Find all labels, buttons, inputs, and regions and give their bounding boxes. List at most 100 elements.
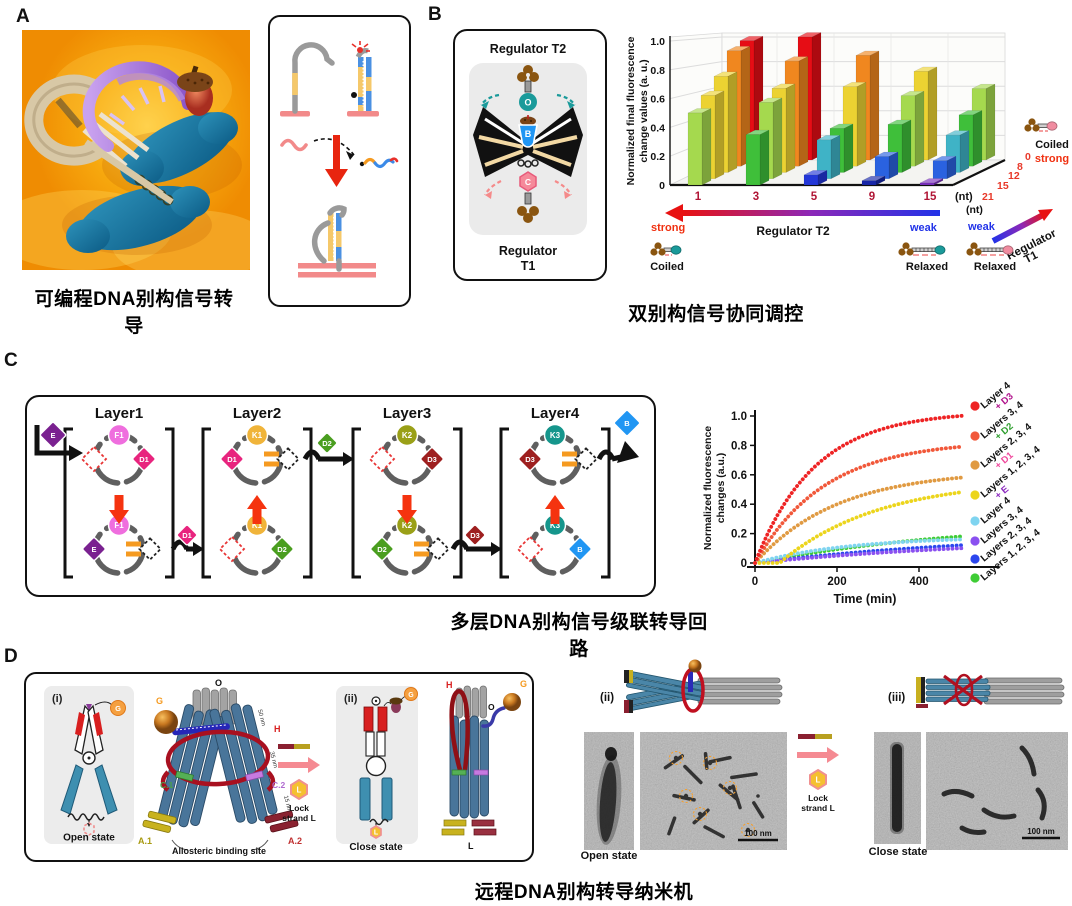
tem-open-field: 100 nm [640, 732, 787, 850]
lock-label-2: strand L [282, 813, 316, 823]
scale-bar-open: 100 nm [744, 829, 772, 838]
svg-text:strong: strong [651, 222, 685, 234]
lock-label-2: strand L [801, 803, 835, 813]
svg-text:strong: strong [1035, 153, 1069, 165]
svg-text:F1: F1 [114, 521, 124, 530]
species-diamond-d2: D2 [370, 537, 394, 561]
node-b: B [525, 129, 532, 139]
burst-icon [351, 41, 370, 52]
species-diamond-d3: D3 [464, 524, 486, 546]
panel-c-letter: C [4, 350, 18, 371]
svg-text:changes (a.u.): changes (a.u.) [715, 453, 727, 524]
node-o: O [524, 98, 531, 108]
svg-text:3: 3 [753, 191, 759, 203]
a1-label: A.1 [138, 836, 152, 846]
panel-b-letter: B [428, 4, 442, 25]
svg-text:15: 15 [924, 191, 937, 203]
svg-text:0: 0 [741, 558, 747, 570]
svg-text:15: 15 [997, 180, 1009, 192]
sub-ii-label-box: (ii) [344, 693, 358, 705]
svg-text:B: B [577, 545, 583, 554]
g-label: G [115, 704, 121, 713]
legend-dot [970, 536, 980, 546]
species-diamond-e: E [82, 537, 106, 561]
svg-text:Relaxed: Relaxed [974, 261, 1016, 273]
close-state-label-box: Close state [349, 842, 403, 853]
lock-label-1: Lock [808, 793, 828, 803]
svg-text:0.6: 0.6 [731, 470, 747, 482]
panel-a-illustration [22, 30, 250, 270]
svg-text:8: 8 [1017, 161, 1023, 173]
node-c: C [525, 177, 531, 187]
svg-text:B: B [624, 419, 630, 428]
open-state-label: Open state [63, 833, 115, 844]
svg-text:12: 12 [1008, 170, 1020, 182]
svg-text:9: 9 [869, 191, 875, 203]
cascade-circuit-box: Layer1 F1 D1 F1 E Layer2 K1 D1 K1 D2 Layer3 K2 D3 K2 D… [25, 395, 656, 597]
open-model-side [624, 659, 783, 713]
c2-label: C.2 [272, 780, 286, 790]
sub-ii-label-tem: (ii) [600, 692, 615, 704]
species-diamond-d2: D2 [270, 537, 294, 561]
svg-text:D1: D1 [227, 455, 237, 464]
regulator-t2-label: Regulator T2 [490, 42, 566, 56]
species-diamond-b: B [568, 537, 592, 561]
close-state-label-tem: Close state [868, 846, 928, 858]
svg-text:Regulator T2: Regulator T2 [756, 224, 830, 238]
svg-text:Coiled: Coiled [650, 261, 684, 273]
species-diamond-d1: D1 [132, 447, 156, 471]
svg-text:0.4: 0.4 [650, 122, 665, 134]
regulator-t1-label-2: T1 [521, 259, 536, 273]
svg-text:5: 5 [811, 191, 818, 203]
svg-text:0.2: 0.2 [731, 529, 747, 541]
svg-text:E: E [50, 431, 55, 440]
svg-text:Time (min): Time (min) [834, 592, 897, 606]
svg-text:Layers 1, 2, 3, 4: Layers 1, 2, 3, 4 [979, 444, 1043, 500]
lock-label-1: Lock [289, 803, 309, 813]
tem-open-single [584, 732, 634, 850]
l-hexagon-label: L [816, 776, 821, 785]
svg-text:D3: D3 [525, 455, 535, 464]
panel-a-caption: 可编程DNA别构信号转导 [34, 289, 234, 337]
legend-dot [970, 460, 980, 470]
o-label: O [488, 702, 495, 712]
h-label: H [446, 680, 453, 690]
legend-dot [970, 490, 980, 500]
svg-text:change values (a. u.): change values (a. u.) [638, 59, 650, 162]
svg-text:1.0: 1.0 [650, 36, 665, 48]
svg-text:1: 1 [695, 191, 702, 203]
panel-a-schematic-box [268, 15, 411, 307]
open-pliers: G [60, 700, 126, 836]
svg-text:K1: K1 [252, 521, 263, 530]
l-label: L [468, 841, 474, 851]
svg-text:200: 200 [827, 576, 846, 588]
svg-text:D2: D2 [377, 545, 387, 554]
species-diamond-d3: D3 [420, 447, 444, 471]
species-diamond-e: E [39, 421, 67, 449]
series-curve [753, 490, 964, 565]
svg-text:1.0: 1.0 [731, 411, 747, 423]
dim-35nm: 35 nm [268, 751, 278, 769]
svg-text:Normalized final fluorescence: Normalized final fluorescence [625, 36, 637, 185]
svg-text:K1: K1 [252, 431, 263, 440]
series-curve [753, 475, 964, 565]
tweezer-bowtie [473, 107, 583, 177]
svg-text:0: 0 [1025, 151, 1031, 163]
sub-i-label: (i) [52, 693, 63, 705]
legend-dot [970, 401, 980, 411]
close-model-side [916, 673, 1065, 708]
svg-text:0.8: 0.8 [731, 440, 748, 452]
species-diamond-d3: D3 [518, 447, 542, 471]
purple-dna-helix [82, 61, 194, 152]
regulator-t1-label-1: Regulator [499, 244, 557, 258]
a2-label: A.2 [288, 836, 302, 846]
lock-strand-arrow-2: L Lock strand L [797, 734, 839, 813]
svg-text:K2: K2 [402, 521, 413, 530]
dim-50nm: 50 nm [256, 709, 266, 727]
species-diamond-d1: D1 [220, 447, 244, 471]
svg-text:0.4: 0.4 [731, 499, 748, 511]
regulator-box: Regulator T2 O [453, 29, 607, 281]
panel-a-letter: A [16, 6, 30, 27]
o-label: O [215, 678, 222, 688]
